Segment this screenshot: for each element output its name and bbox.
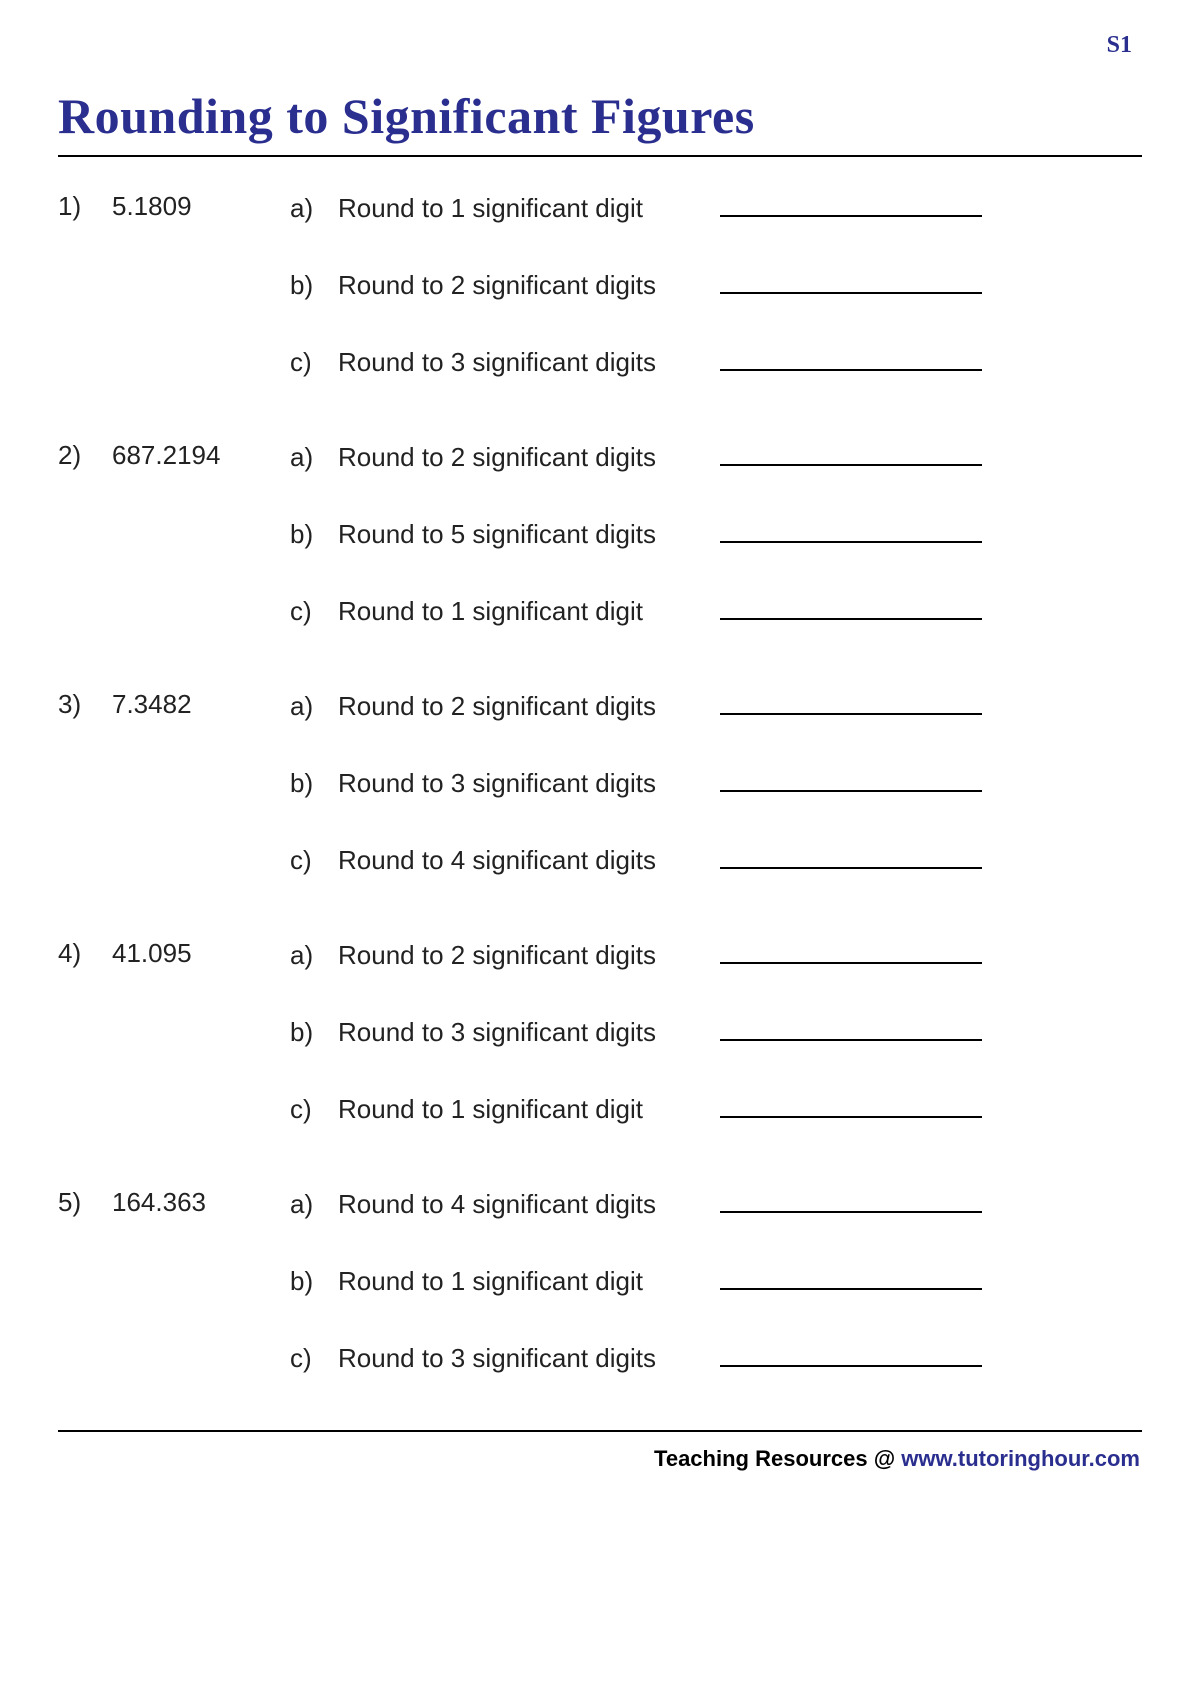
footer-link[interactable]: www.tutoringhour.com [901, 1446, 1140, 1471]
subquestion-list: a)Round to 4 significant digitsb)Round t… [290, 1187, 1142, 1374]
subquestion-label: b) [290, 768, 338, 799]
answer-blank[interactable] [720, 1264, 982, 1290]
page-title: Rounding to Significant Figures [58, 87, 1142, 145]
subquestion-text: Round to 1 significant digit [338, 596, 708, 627]
problem-value: 7.3482 [112, 689, 290, 720]
subquestion: b)Round to 5 significant digits [290, 517, 1142, 550]
page-label: S1 [58, 32, 1142, 59]
subquestion-label: c) [290, 1343, 338, 1374]
problem-value: 5.1809 [112, 191, 290, 222]
subquestion-text: Round to 3 significant digits [338, 1343, 708, 1374]
answer-blank[interactable] [720, 766, 982, 792]
subquestion-label: c) [290, 845, 338, 876]
answer-blank[interactable] [720, 843, 982, 869]
subquestion-label: b) [290, 270, 338, 301]
subquestion: a)Round to 1 significant digit [290, 191, 1142, 224]
footer-prefix: Teaching Resources @ [654, 1446, 901, 1471]
subquestion-label: c) [290, 596, 338, 627]
subquestion: c)Round to 1 significant digit [290, 1092, 1142, 1125]
answer-blank[interactable] [720, 440, 982, 466]
subquestion-label: b) [290, 1017, 338, 1048]
answer-blank[interactable] [720, 268, 982, 294]
subquestion-list: a)Round to 2 significant digitsb)Round t… [290, 689, 1142, 876]
answer-blank[interactable] [720, 191, 982, 217]
worksheet-page: S1 Rounding to Significant Figures 1)5.1… [0, 0, 1200, 1472]
answer-blank[interactable] [720, 594, 982, 620]
subquestion-label: a) [290, 1189, 338, 1220]
problem: 1)5.1809a)Round to 1 significant digit b)… [58, 191, 1142, 378]
problem-value: 687.2194 [112, 440, 290, 471]
subquestion-label: a) [290, 691, 338, 722]
subquestion-list: a)Round to 1 significant digitb)Round to… [290, 191, 1142, 378]
subquestion-list: a)Round to 2 significant digitsb)Round t… [290, 938, 1142, 1125]
answer-blank[interactable] [720, 1187, 982, 1213]
subquestion-text: Round to 4 significant digits [338, 1189, 708, 1220]
subquestion-label: a) [290, 442, 338, 473]
divider-bottom [58, 1430, 1142, 1432]
answer-blank[interactable] [720, 938, 982, 964]
subquestion: a)Round to 2 significant digits [290, 689, 1142, 722]
problem-number: 2) [58, 440, 112, 471]
answer-blank[interactable] [720, 689, 982, 715]
problem-number: 4) [58, 938, 112, 969]
subquestion-text: Round to 2 significant digits [338, 442, 708, 473]
subquestion-label: b) [290, 519, 338, 550]
answer-blank[interactable] [720, 1015, 982, 1041]
problem-value: 41.095 [112, 938, 290, 969]
answer-blank[interactable] [720, 345, 982, 371]
subquestion: b)Round to 1 significant digit [290, 1264, 1142, 1297]
subquestion: c)Round to 1 significant digit [290, 594, 1142, 627]
problem-number: 1) [58, 191, 112, 222]
subquestion: a)Round to 2 significant digits [290, 938, 1142, 971]
problem-list: 1)5.1809a)Round to 1 significant digitb)… [58, 191, 1142, 1374]
answer-blank[interactable] [720, 1341, 982, 1367]
problem-value: 164.363 [112, 1187, 290, 1218]
subquestion-text: Round to 1 significant digit [338, 1266, 708, 1297]
subquestion-text: Round to 1 significant digit [338, 1094, 708, 1125]
problem-number: 3) [58, 689, 112, 720]
footer: Teaching Resources @ www.tutoringhour.co… [58, 1446, 1142, 1472]
subquestion-text: Round to 5 significant digits [338, 519, 708, 550]
subquestion-label: c) [290, 1094, 338, 1125]
subquestion-text: Round to 2 significant digits [338, 691, 708, 722]
subquestion: a)Round to 2 significant digits [290, 440, 1142, 473]
divider-top [58, 155, 1142, 157]
problem: 3)7.3482a)Round to 2 significant digits b… [58, 689, 1142, 876]
subquestion-label: a) [290, 940, 338, 971]
subquestion: c)Round to 4 significant digits [290, 843, 1142, 876]
subquestion-text: Round to 3 significant digits [338, 347, 708, 378]
problem: 2)687.2194a)Round to 2 significant digit… [58, 440, 1142, 627]
subquestion-text: Round to 2 significant digits [338, 270, 708, 301]
subquestion-text: Round to 4 significant digits [338, 845, 708, 876]
answer-blank[interactable] [720, 517, 982, 543]
subquestion: b)Round to 3 significant digits [290, 766, 1142, 799]
problem-number: 5) [58, 1187, 112, 1218]
subquestion-list: a)Round to 2 significant digitsb)Round t… [290, 440, 1142, 627]
subquestion: c)Round to 3 significant digits [290, 1341, 1142, 1374]
subquestion: c)Round to 3 significant digits [290, 345, 1142, 378]
subquestion: b)Round to 2 significant digits [290, 268, 1142, 301]
subquestion-label: a) [290, 193, 338, 224]
problem: 5)164.363a)Round to 4 significant digits… [58, 1187, 1142, 1374]
subquestion-label: c) [290, 347, 338, 378]
answer-blank[interactable] [720, 1092, 982, 1118]
subquestion-text: Round to 1 significant digit [338, 193, 708, 224]
problem: 4)41.095a)Round to 2 significant digits b… [58, 938, 1142, 1125]
subquestion-text: Round to 3 significant digits [338, 768, 708, 799]
subquestion-text: Round to 2 significant digits [338, 940, 708, 971]
subquestion-label: b) [290, 1266, 338, 1297]
subquestion-text: Round to 3 significant digits [338, 1017, 708, 1048]
subquestion: b)Round to 3 significant digits [290, 1015, 1142, 1048]
subquestion: a)Round to 4 significant digits [290, 1187, 1142, 1220]
